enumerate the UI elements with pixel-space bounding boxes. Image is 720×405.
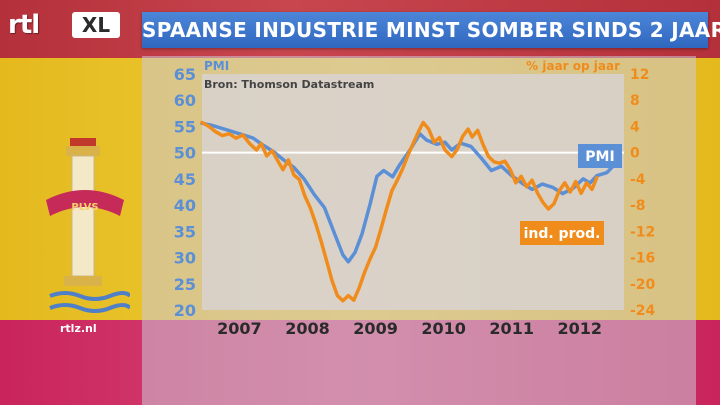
right-tick-label: 4 — [630, 119, 640, 135]
x-tick-label: 2008 — [285, 319, 330, 338]
right-tick-label: -4 — [630, 172, 646, 188]
ribbon-icon — [46, 190, 124, 216]
x-axis-ticks: 2007 2008 2009 2010 2011 2012 — [217, 319, 602, 338]
right-tick-label: 12 — [630, 67, 649, 83]
left-tick-label: 30 — [174, 249, 196, 268]
left-tick-label: 60 — [174, 91, 196, 110]
series-line-ind-prod- — [200, 120, 599, 303]
logo-xl-text: XL — [72, 12, 120, 38]
left-tick-label: 45 — [174, 170, 196, 189]
right-axis-title: % jaar op jaar — [526, 59, 620, 73]
right-tick-label: -16 — [630, 251, 655, 267]
x-tick-label: 2011 — [489, 319, 534, 338]
chart-title: SPAANSE INDUSTRIE MINST SOMBER SINDS 2 J… — [142, 18, 720, 42]
left-axis-title: PMI — [204, 59, 229, 73]
pillar-base-icon — [64, 276, 102, 286]
ribbon-motto: PLVS — [71, 202, 98, 213]
series-group — [200, 120, 616, 303]
crown-icon — [70, 138, 96, 146]
title-banner: SPAANSE INDUSTRIE MINST SOMBER SINDS 2 J… — [142, 12, 720, 48]
left-tick-label: 50 — [174, 144, 196, 163]
logo-rtl-text: rtl — [8, 10, 40, 40]
source-note: Bron: Thomson Datastream — [204, 78, 374, 91]
x-tick-label: 2010 — [421, 319, 466, 338]
series-label-box — [578, 144, 622, 168]
series-label-text: PMI — [585, 149, 614, 165]
series-labels: PMI ind. prod. — [520, 144, 622, 245]
capital-icon — [66, 146, 100, 156]
waves-icon — [49, 303, 130, 313]
right-tick-label: 0 — [630, 146, 640, 162]
waves-icon — [49, 291, 130, 301]
left-tick-label: 35 — [174, 222, 196, 241]
right-tick-label: -8 — [630, 198, 646, 214]
rtlz-logo: rtl XL — [8, 6, 128, 42]
x-tick-label: 2012 — [557, 319, 602, 338]
x-tick-label: 2007 — [217, 319, 262, 338]
left-axis-ticks: 65 60 55 50 45 40 35 30 25 20 — [174, 65, 196, 320]
left-tick-label: 65 — [174, 65, 196, 84]
right-tick-label: 8 — [630, 93, 640, 109]
series-line-pmi — [200, 121, 616, 264]
series-label-text: ind. prod. — [524, 226, 601, 242]
series-label-box — [520, 221, 604, 245]
right-tick-label: -12 — [630, 224, 655, 240]
pillar-icon — [71, 155, 95, 277]
left-tick-label: 25 — [174, 275, 196, 294]
pillar-emblem: PLVS — [46, 138, 130, 313]
site-watermark: rtlz.nl — [60, 322, 97, 335]
right-tick-label: -20 — [630, 277, 656, 293]
left-tick-label: 20 — [174, 301, 196, 320]
x-tick-label: 2009 — [353, 319, 398, 338]
plot-area — [202, 74, 624, 310]
left-tick-label: 55 — [174, 117, 196, 136]
right-axis-ticks: 12 8 4 0 -4 -8 -12 -16 -20 -24 — [630, 67, 656, 319]
left-tick-label: 40 — [174, 196, 196, 215]
right-tick-label: -24 — [630, 303, 656, 319]
